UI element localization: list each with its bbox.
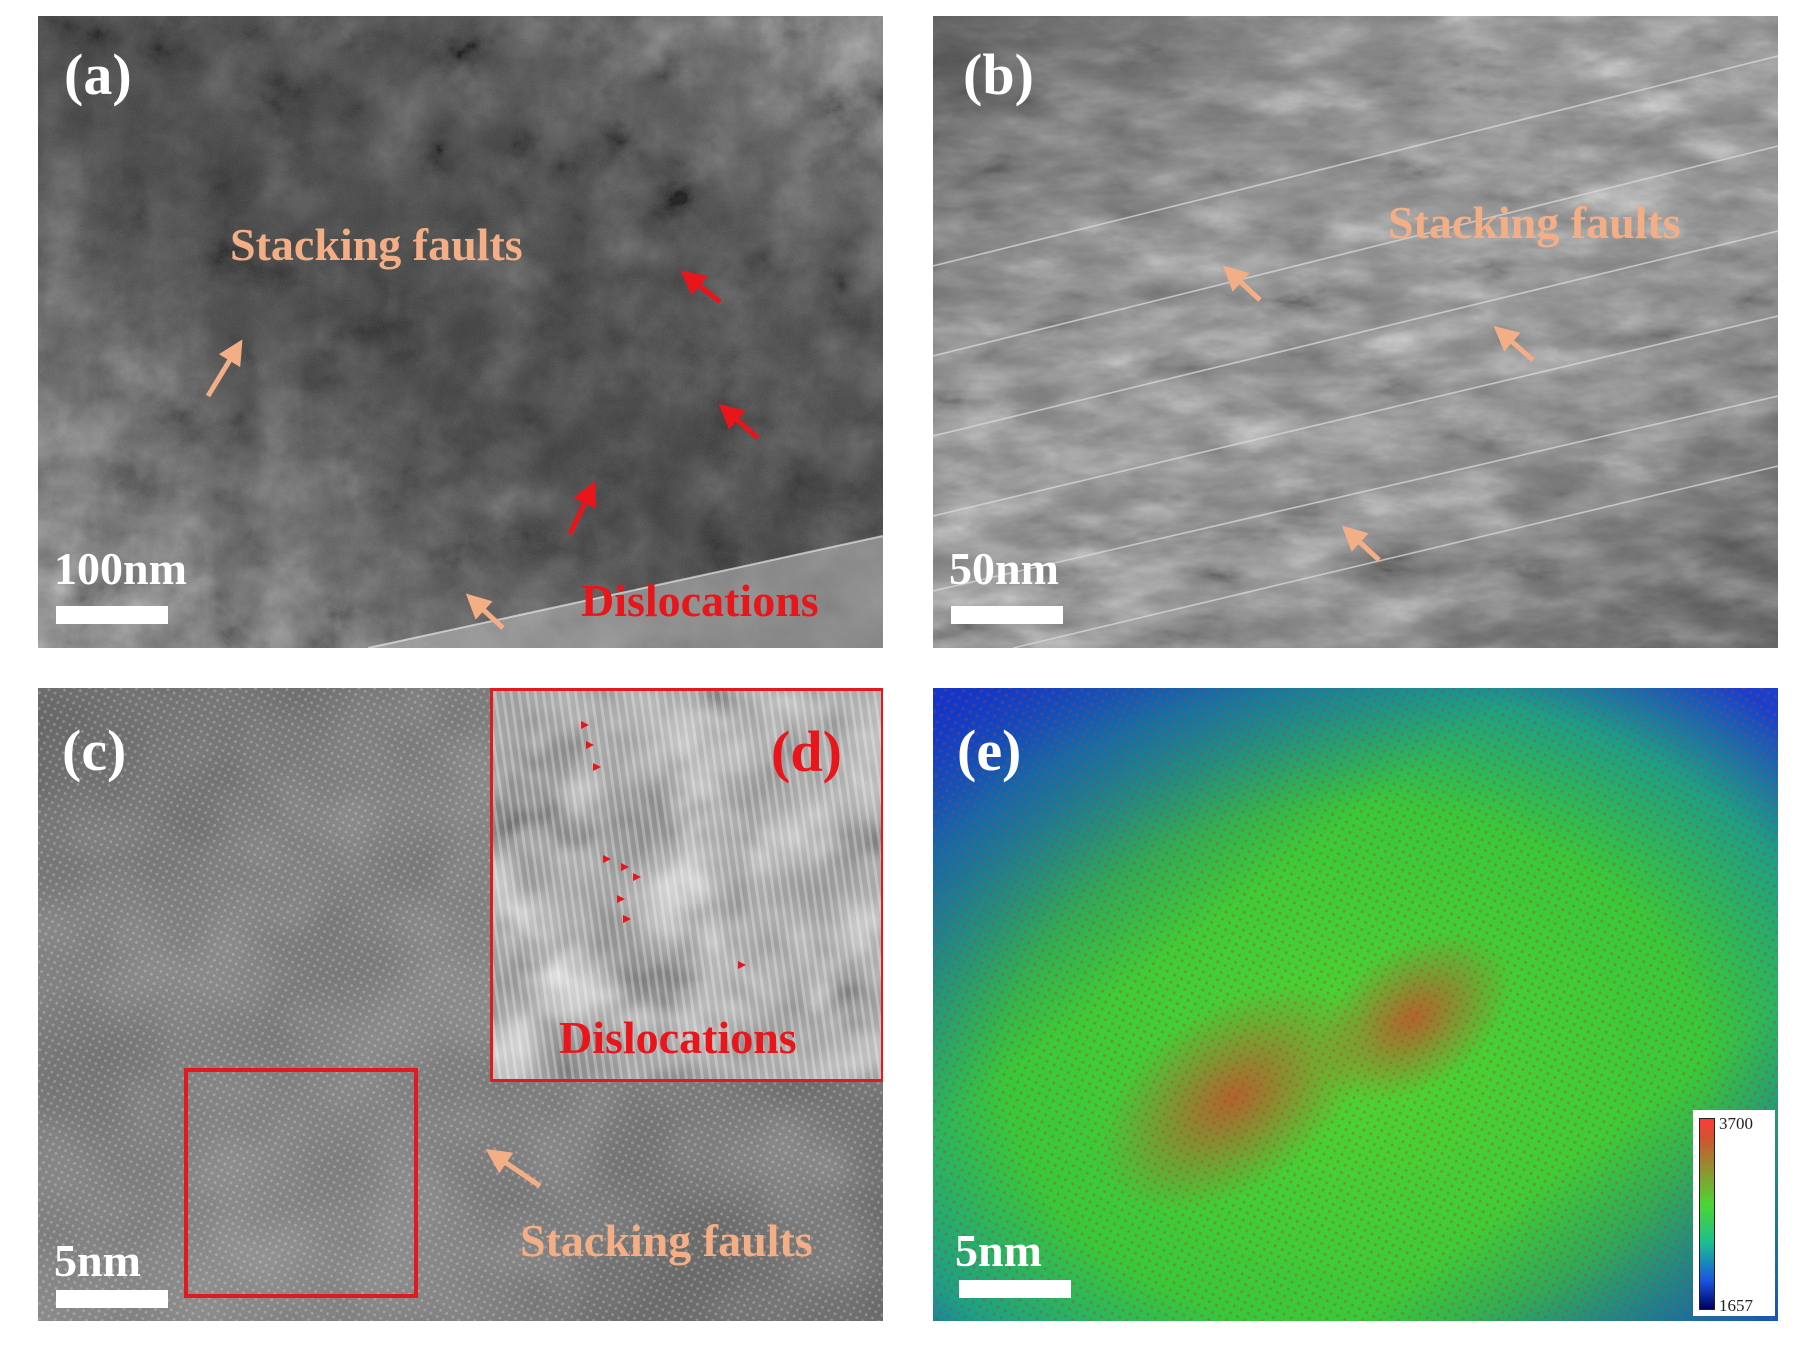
panel-c-region-of-interest-box: [184, 1068, 418, 1298]
panel-b-tem-bright-field: (b) Stacking faults 50nm: [933, 16, 1778, 648]
stacking-fault-arrow: [1493, 325, 1535, 362]
stacking-fault-arrow: [1341, 525, 1381, 562]
inset-d-dislocations-label: Dislocations: [559, 1012, 797, 1063]
colorbar-gradient: [1699, 1118, 1715, 1310]
stacking-fault-arrow: [205, 339, 243, 398]
dislocation-marker: [603, 855, 611, 863]
stacking-fault-arrow: [1222, 265, 1262, 302]
panel-e-scale-bar: [959, 1280, 1071, 1298]
dislocation-marker: [586, 741, 594, 749]
inset-d-magnified-region: (d) Dislocations: [490, 688, 883, 1082]
panel-a-scale-bar: [56, 606, 168, 624]
inset-d-micrograph: [493, 691, 881, 1079]
panel-b-label: (b): [963, 42, 1034, 107]
stacking-fault-arrow: [485, 1148, 542, 1189]
dislocation-markers: [581, 721, 746, 969]
dislocation-arrow: [680, 270, 722, 304]
panel-b-stacking-faults-label: Stacking faults: [1388, 197, 1681, 248]
dislocation-marker: [617, 895, 625, 903]
panel-b-micrograph: [933, 16, 1778, 648]
panel-b-arrows: [1222, 265, 1535, 562]
dislocation-marker: [581, 721, 589, 729]
panel-e-intensity-map: (e) 5nm 3700 1657: [933, 688, 1778, 1321]
panel-a-arrows: [205, 270, 760, 630]
panel-b-scale-bar: [951, 606, 1063, 624]
panel-c-hrtem: (c) Stacking faults 5nm: [38, 688, 883, 1321]
dislocation-marker: [738, 961, 746, 969]
panel-a-tem-bright-field: (a) Stacking faults Dislocations 100nm: [38, 16, 883, 648]
panel-c-scale-bar: [56, 1290, 168, 1308]
dislocation-marker: [621, 863, 629, 871]
dislocation-arrow: [567, 480, 596, 536]
panel-b-scale-text: 50nm: [949, 543, 1059, 594]
panel-c-stacking-faults-label: Stacking faults: [520, 1215, 813, 1266]
colorbar-min: 1657: [1719, 1296, 1753, 1315]
panel-e-label: (e): [957, 718, 1022, 783]
panel-a-scale-text: 100nm: [54, 543, 187, 594]
dislocation-marker: [633, 873, 641, 881]
panel-a-label: (a): [64, 42, 132, 107]
panel-e-scale-text: 5nm: [955, 1225, 1042, 1276]
panel-a-micrograph: [38, 16, 883, 648]
colorbar-max: 3700: [1719, 1114, 1753, 1133]
panel-e-colormap: [933, 688, 1778, 1321]
panel-c-arrows: [485, 1148, 542, 1189]
stacking-fault-arrow: [465, 593, 505, 630]
panel-a-dislocations-label: Dislocations: [581, 575, 819, 626]
dislocation-marker: [593, 763, 601, 771]
panel-c-scale-text: 5nm: [54, 1235, 141, 1286]
dislocation-marker: [623, 915, 631, 923]
panel-c-label: (c): [62, 718, 127, 783]
inset-d-label: (d): [771, 719, 842, 784]
panel-a-stacking-faults-label: Stacking faults: [230, 219, 523, 270]
dislocation-arrow: [718, 403, 760, 440]
panel-e-colorbar: 3700 1657: [1693, 1110, 1775, 1316]
